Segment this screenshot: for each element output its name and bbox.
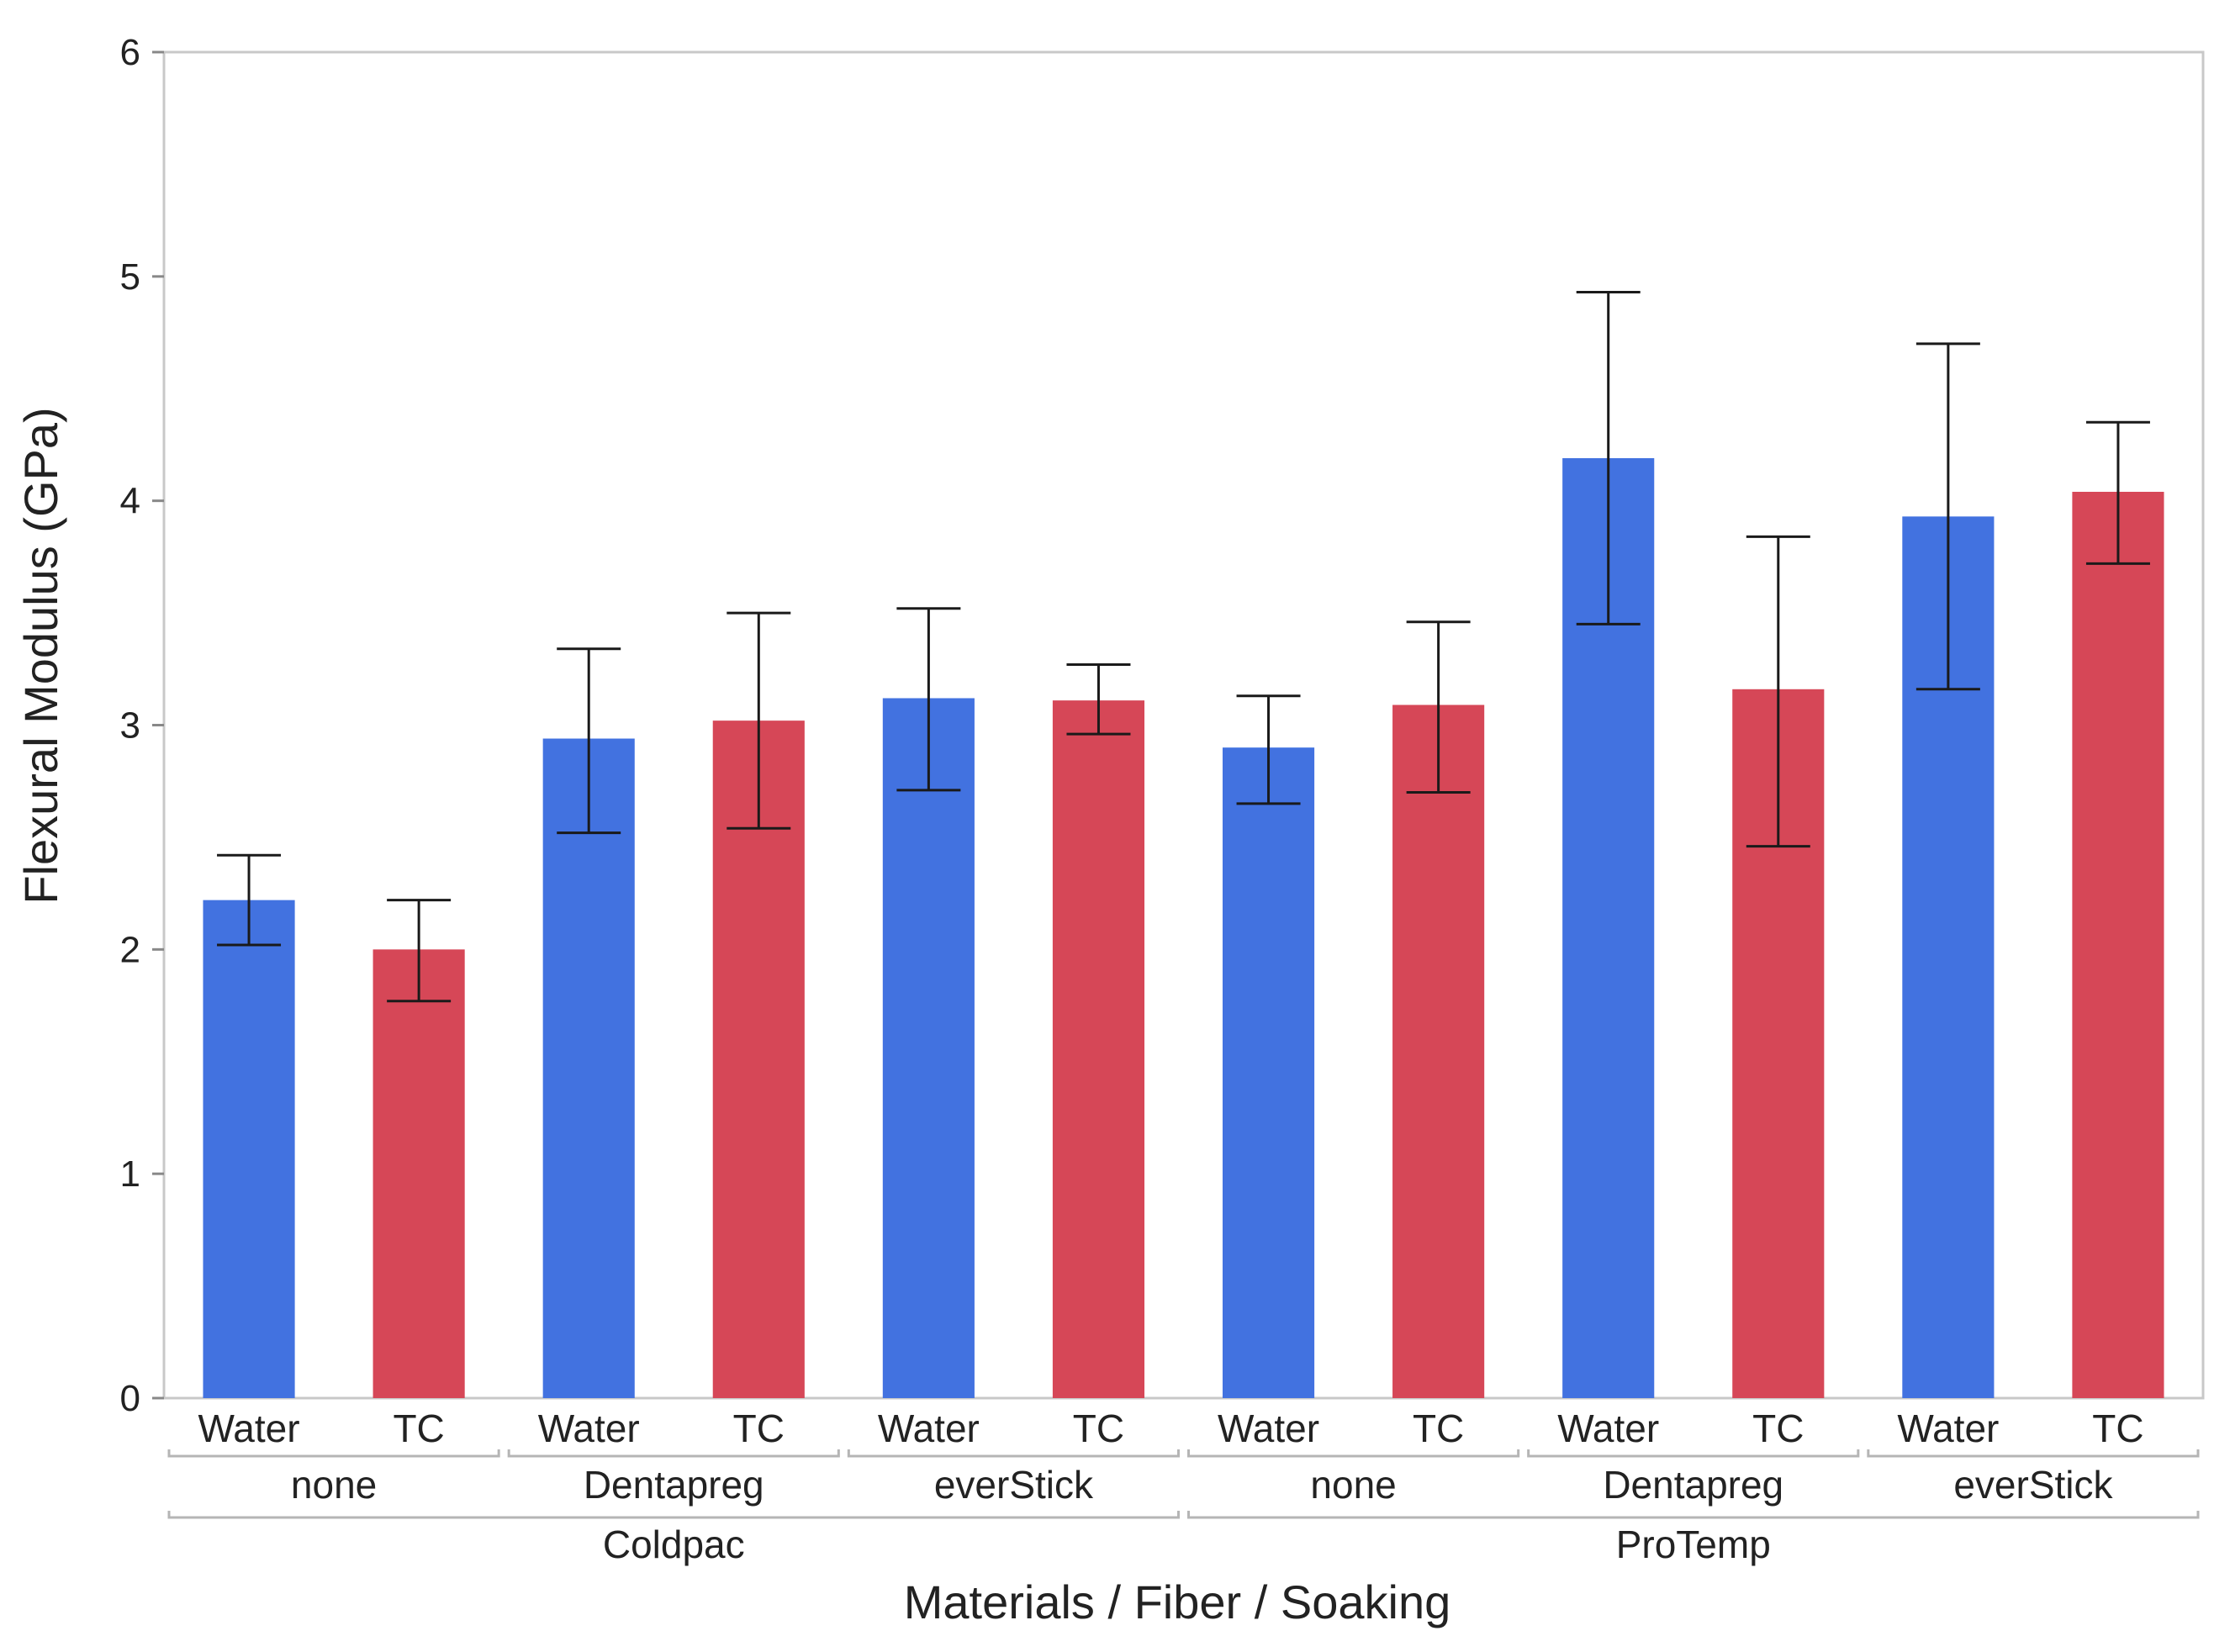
x-label-soaking: Water [198,1407,300,1450]
y-tick-label: 2 [120,929,140,970]
bar-water [882,698,975,1398]
x-label-material: Coldpac [603,1523,745,1566]
y-axis-ticks: 0 1 2 3 4 5 6 [120,32,164,1419]
bar-water [542,738,635,1398]
x-label-fiber: none [1310,1463,1396,1507]
x-label-fiber: everStick [934,1463,1094,1507]
fiber-group-bracket [1527,1449,1860,1458]
x-label-soaking: Water [1557,1407,1659,1450]
bar-tc [1392,705,1485,1398]
x-label-soaking: Water [538,1407,640,1450]
material-group-bracket [167,1511,1180,1519]
y-tick-label: 1 [120,1153,140,1195]
x-label-soaking: TC [1413,1407,1464,1450]
x-label-material: ProTemp [1616,1523,1771,1566]
x-label-soaking: Water [878,1407,980,1450]
fiber-group-bracket [507,1449,840,1458]
bar-water [203,900,295,1398]
y-tick-label: 3 [120,705,140,747]
x-label-soaking: TC [1073,1407,1124,1450]
x-label-fiber: Dentapreg [584,1463,764,1507]
x-label-fiber: none [291,1463,377,1507]
bar-tc [2072,491,2164,1398]
y-axis-title: Flexural Modulus (GPa) [14,407,67,904]
y-tick-label: 4 [120,481,140,522]
x-label-fiber: Dentapreg [1603,1463,1783,1507]
bars-layer [203,457,2164,1399]
x-axis-categories: Water TC Water TC Water TC Water TC Water TC Water… [167,1407,2200,1566]
x-label-soaking: TC [2092,1407,2143,1450]
x-label-soaking: TC [733,1407,785,1450]
x-label-soaking: TC [1752,1407,1804,1450]
fiber-group-bracket [1187,1449,1520,1458]
fiber-group-bracket [167,1449,500,1458]
y-tick-label: 5 [120,256,140,298]
plot-frame [162,50,2205,1400]
bar-tc [712,720,805,1398]
bar-tc [373,949,465,1398]
bar-tc [1052,700,1145,1398]
plot-area-border [162,50,2205,1400]
y-tick-label: 6 [120,32,140,73]
y-tick-label: 0 [120,1378,140,1419]
x-axis-title: Materials / Fiber / Soaking [904,1575,1450,1628]
material-group-bracket [1187,1511,2200,1519]
fiber-group-bracket [847,1449,1180,1458]
x-label-soaking: Water [1218,1407,1319,1450]
fiber-group-bracket [1867,1449,2200,1458]
x-label-fiber: everStick [1953,1463,2113,1507]
x-label-soaking: TC [393,1407,444,1450]
error-bars-layer [217,291,2150,1003]
x-label-soaking: Water [1897,1407,1999,1450]
bar-water [1222,747,1315,1398]
